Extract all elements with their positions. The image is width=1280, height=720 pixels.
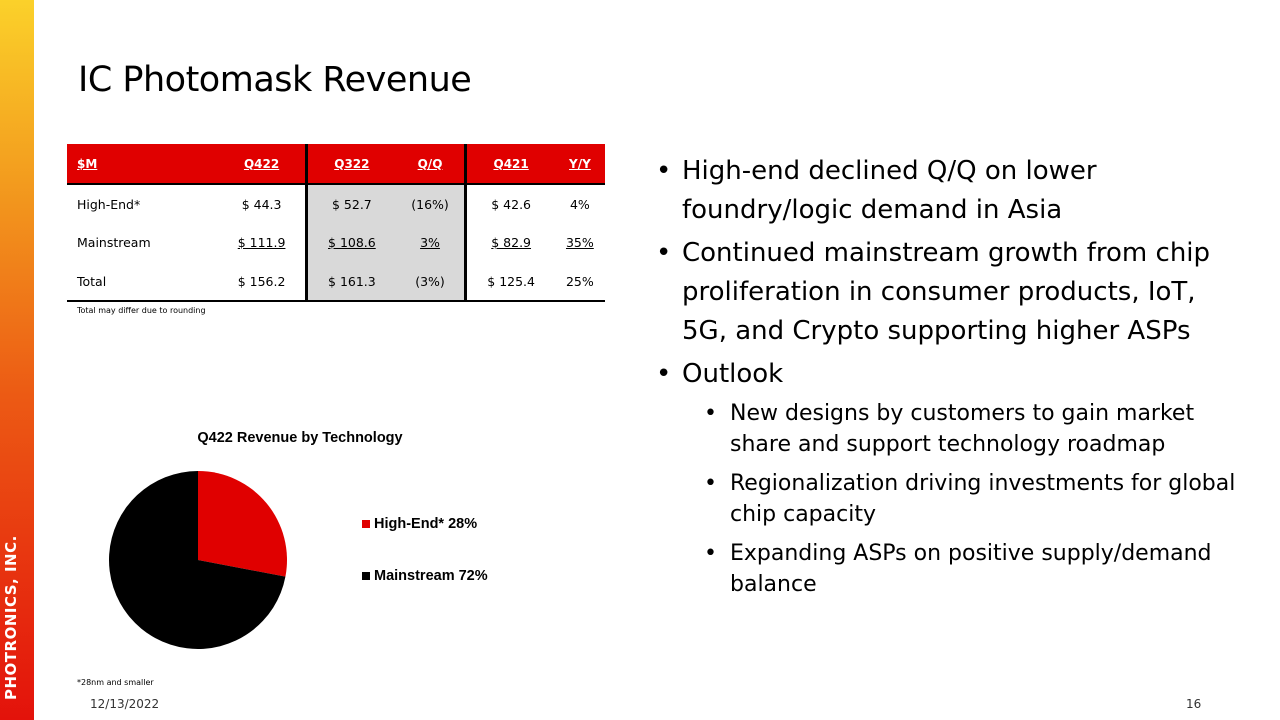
table-cell: 4% [569, 196, 590, 212]
table-row: Total $ 156.2 $ 161.3 (3%) $ 125.4 25% [67, 262, 605, 302]
table-cell: $ 111.9 [237, 235, 286, 250]
legend-label: High-End* 28% [374, 516, 478, 532]
table-cell: 3% [395, 223, 468, 262]
bullet-item: Outlook [656, 355, 1236, 394]
brand-sidebar: PHOTRONICS, INC. [0, 0, 34, 720]
slide-date: 12/13/2022 [90, 697, 160, 711]
footnote: *28nm and smaller [77, 678, 154, 687]
table-cell: $ 161.3 [305, 262, 396, 302]
chart-title: Q422 Revenue by Technology [197, 430, 403, 446]
pie-chart [109, 471, 287, 649]
table-cell: High-End* [77, 196, 141, 212]
brand-logo-text: PHOTRONICS, INC. [2, 535, 20, 700]
bullet-item: Continued mainstream growth from chip pr… [656, 234, 1236, 351]
legend-label: Mainstream 72% [374, 568, 488, 584]
table-cell: $ 156.2 [217, 262, 307, 302]
legend-swatch [362, 520, 370, 528]
page-number: 16 [1186, 697, 1202, 711]
pie-slice-high-end [198, 471, 287, 577]
table-cell: $ 82.9 [491, 235, 532, 250]
table-cell: Total [67, 262, 218, 302]
sub-bullet-item: Expanding ASPs on positive supply/demand… [656, 538, 1236, 600]
table-header: Y/Y [554, 144, 605, 185]
table-cell: 25% [554, 262, 605, 302]
table-cell: $ 108.6 [305, 223, 396, 262]
table-cell: $ 44.3 [241, 196, 282, 212]
bullet-list: High-end declined Q/Q on lower foundry/l… [656, 152, 1236, 608]
table-header: Q/Q [395, 144, 468, 185]
sub-bullet-item: New designs by customers to gain market … [656, 398, 1236, 460]
table-header: Q421 [465, 144, 555, 185]
bullet-item: High-end declined Q/Q on lower foundry/l… [656, 152, 1236, 230]
legend-item-high-end: High-End* 28% [362, 516, 477, 532]
table-row: Mainstream $ 111.9 $ 108.6 3% $ 82.9 35% [67, 223, 605, 262]
sub-bullet-item: Regionalization driving investments for … [656, 468, 1236, 530]
table-header: Q322 [305, 144, 396, 185]
table-cell: $ 42.6 [491, 196, 532, 212]
legend-item-mainstream: Mainstream 72% [362, 568, 488, 584]
slide-title: IC Photomask Revenue [78, 60, 472, 100]
table-cell: Mainstream [77, 235, 151, 250]
legend-swatch [362, 572, 370, 580]
table-cell: (16%) [395, 184, 468, 223]
table-cell: (3%) [395, 262, 468, 302]
table-note: Total may differ due to rounding [77, 306, 206, 315]
table-header: Q422 [217, 144, 307, 185]
table-cell: $ 52.7 [305, 184, 396, 223]
table-header-row: $M Q422 Q322 Q/Q Q421 Y/Y [67, 144, 605, 185]
pie-slice-mainstream [109, 471, 286, 649]
table-header: $M [67, 144, 218, 185]
revenue-table: $M Q422 Q322 Q/Q Q421 Y/Y High-End* $ 44… [67, 144, 605, 302]
table-row: High-End* $ 44.3 $ 52.7 (16%) $ 42.6 4% [67, 184, 605, 223]
table-cell: $ 125.4 [465, 262, 555, 302]
table-cell: 35% [565, 235, 594, 250]
